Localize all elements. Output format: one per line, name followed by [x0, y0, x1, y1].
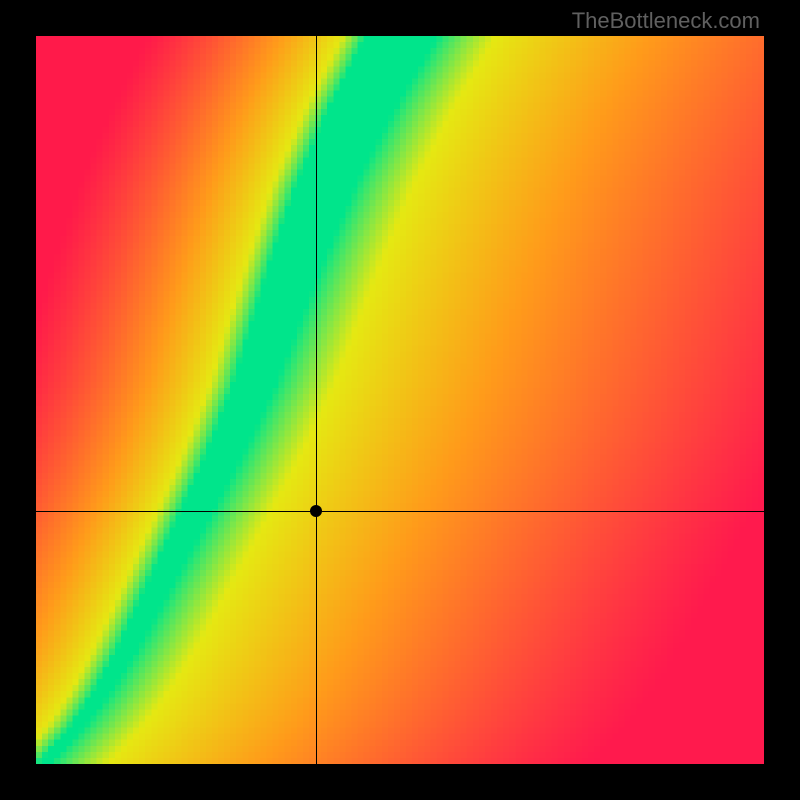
selection-marker — [310, 505, 322, 517]
bottleneck-heatmap — [36, 36, 764, 764]
watermark-text: TheBottleneck.com — [572, 8, 760, 34]
crosshair-horizontal — [36, 511, 764, 512]
crosshair-vertical — [316, 36, 317, 764]
chart-container: TheBottleneck.com — [0, 0, 800, 800]
